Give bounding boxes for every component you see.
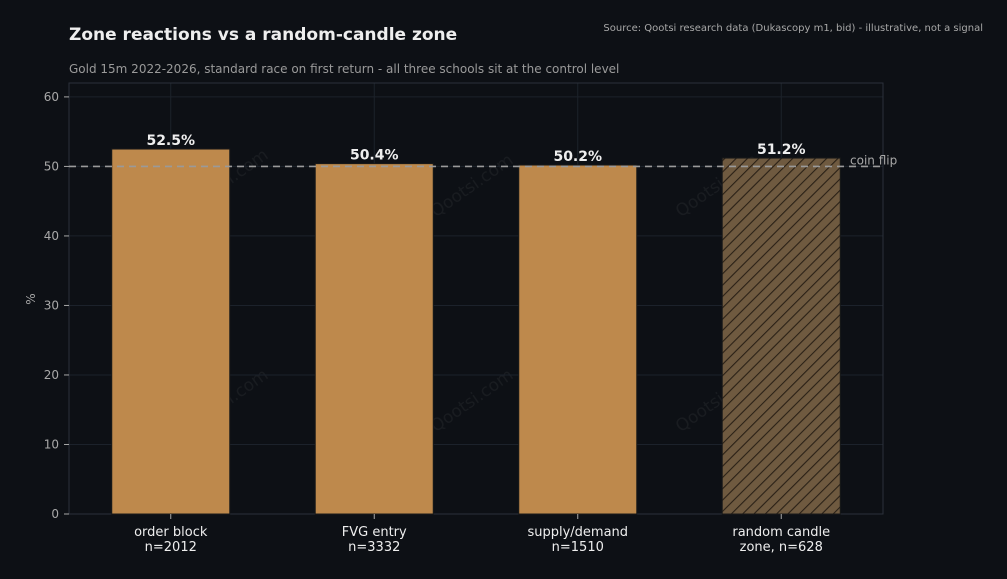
- x-tick-label: zone, n=628: [740, 540, 823, 555]
- chart-title: Zone reactions vs a random-candle zone: [69, 25, 458, 45]
- y-axis-label: %: [24, 293, 38, 304]
- x-tick-label: random candle: [732, 525, 830, 540]
- y-tick-label: 20: [44, 368, 59, 382]
- bar: [111, 148, 231, 515]
- bar-value-label: 52.5%: [146, 133, 195, 149]
- watermark-text: Qootsi.com: [427, 150, 517, 222]
- x-tick-label: supply/demand: [527, 525, 628, 540]
- y-tick-label: 50: [44, 159, 59, 173]
- x-tick-label: FVG entry: [342, 525, 407, 540]
- y-axis: 0 10 20 30 40 50 60: [44, 90, 69, 521]
- bar-value-label: 50.2%: [553, 149, 602, 165]
- x-tick-label: n=3332: [348, 540, 400, 555]
- source-note: Source: Qootsi research data (Dukascopy …: [603, 23, 983, 34]
- y-tick-label: 40: [44, 229, 59, 243]
- bar-value-label: 51.2%: [757, 142, 806, 158]
- reference-line-label: coin flip: [850, 153, 897, 167]
- y-tick-label: 0: [51, 507, 59, 521]
- y-tick-label: 30: [44, 298, 59, 312]
- y-tick-label: 10: [44, 437, 59, 451]
- x-tick-label: order block: [134, 525, 208, 540]
- bar: [314, 163, 434, 515]
- x-tick-label: n=1510: [552, 540, 604, 555]
- bar: [518, 164, 638, 515]
- plot-frame: [68, 82, 884, 515]
- chart-subtitle: Gold 15m 2022-2026, standard race on fir…: [69, 62, 620, 76]
- bar-control: [721, 157, 841, 515]
- bar-value-label: 50.4%: [350, 148, 399, 164]
- y-tick-label: 60: [44, 90, 59, 104]
- bars-layer: 52.5% 50.4% 50.2% 51.2%: [111, 133, 841, 515]
- x-tick-label: n=2012: [145, 540, 197, 555]
- reference-line-layer: coin flip: [69, 153, 897, 167]
- watermark-text: Qootsi.com: [427, 365, 517, 437]
